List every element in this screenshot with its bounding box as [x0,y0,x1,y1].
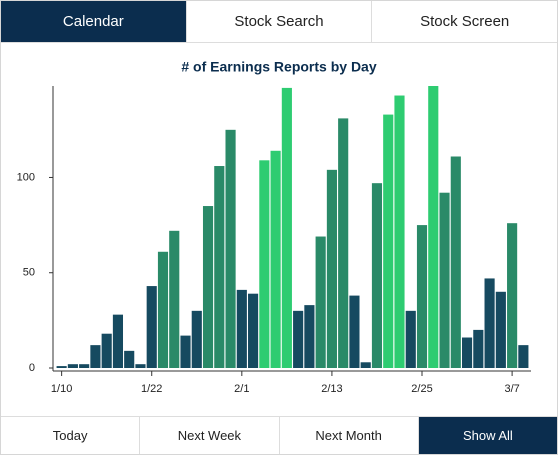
x-tick-label: 3/7 [504,383,519,395]
bar [67,364,78,368]
bar [416,225,428,368]
bar [202,206,214,368]
bar [405,310,416,368]
range-button[interactable]: Today [52,428,88,443]
bar [248,293,259,368]
bar [90,345,101,368]
range-button[interactable]: Show All [417,417,557,454]
bar [484,278,495,368]
bar [315,236,326,368]
bar [428,86,439,368]
bar [338,118,349,368]
bar [518,345,529,368]
bar [439,192,450,368]
bar [270,150,281,368]
bar [214,166,225,368]
bar [101,333,112,368]
bar [450,156,461,368]
bar [169,230,180,368]
y-tick-label: 50 [23,267,35,279]
bar [135,364,146,368]
x-tick-label: 1/10 [51,383,72,395]
bar [124,350,135,368]
bar [383,114,394,368]
tab[interactable]: Calendar [1,1,186,42]
bar [461,337,473,368]
button-bar: Today Next Week Next Month Show All [1,416,557,454]
range-button[interactable]: Next Week [139,417,278,454]
x-tick-label: 2/1 [234,383,249,395]
bar [360,362,371,368]
bar [473,329,484,368]
bar [394,95,405,368]
bar [293,310,304,368]
bar [191,310,202,368]
chart-title: # of Earnings Reports by Day [181,59,376,75]
bar [349,295,360,368]
y-tick-label: 100 [17,171,35,183]
bar [112,314,124,368]
bar [495,291,506,368]
x-tick-label: 2/13 [321,383,342,395]
tab[interactable]: Stock Search [185,1,372,42]
x-tick-label: 1/22 [141,383,162,395]
tab[interactable]: Stock Screen [371,1,557,42]
bar [259,160,270,368]
bar [79,364,90,368]
bar [157,251,169,368]
x-tick-label: 2/25 [411,383,432,395]
bar [56,366,67,368]
range-button[interactable]: Next Month [278,417,418,454]
chart: # of Earnings Reports by Day 0 50 100 1/10 1… [17,59,531,395]
tab-bar: Calendar Stock Search Stock Screen [1,1,557,43]
bar [225,129,236,368]
y-tick-label: 0 [29,362,35,374]
bar [507,223,518,368]
bar [281,87,292,369]
bar [371,183,383,368]
bar [146,286,157,368]
bar [304,305,315,368]
bar [326,169,337,368]
bar [236,289,247,368]
bar [180,335,191,368]
